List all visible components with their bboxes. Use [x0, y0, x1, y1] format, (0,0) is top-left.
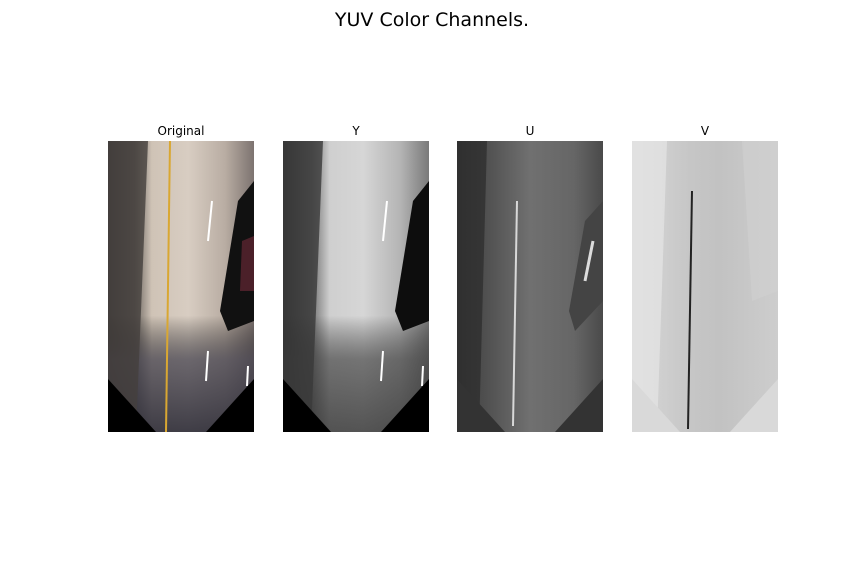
panel-title-v: V: [700, 124, 710, 138]
u-channel-image: [457, 141, 603, 432]
panel-title-original: Original: [157, 124, 205, 138]
panel-title-u: U: [525, 124, 535, 138]
v-channel-image: [632, 141, 778, 432]
original-road-image: [108, 141, 254, 432]
panel-y: Y: [283, 123, 429, 432]
panel-u: U: [457, 123, 603, 432]
panel-original: Original: [108, 123, 254, 432]
y-channel-image: [283, 141, 429, 432]
figure-title: YUV Color Channels.: [334, 9, 530, 31]
panel-v: V: [632, 123, 778, 432]
panel-title-y: Y: [352, 124, 360, 138]
